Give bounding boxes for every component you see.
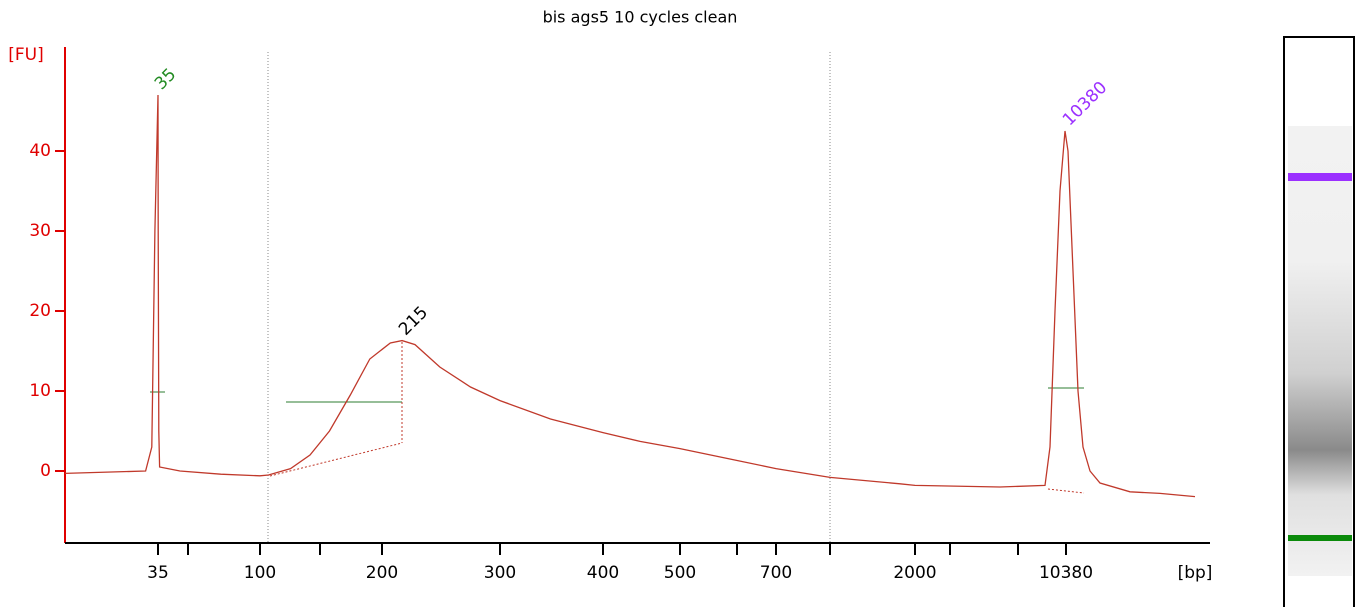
x-axis-label: [bp] xyxy=(1178,563,1213,583)
x-tick-label: 35 xyxy=(147,563,169,583)
y-tick-label: 30 xyxy=(29,221,51,241)
trace xyxy=(64,94,1196,498)
y-tick-label: 40 xyxy=(29,141,51,161)
x-tick-label: 200 xyxy=(366,563,398,583)
x-tick-label: 400 xyxy=(587,563,619,583)
upper-marker-band xyxy=(1288,173,1352,181)
peak-baseline xyxy=(1047,488,1085,494)
gel-image xyxy=(1288,126,1352,576)
x-tick-label: 300 xyxy=(484,563,516,583)
y-tick-label: 0 xyxy=(40,461,51,481)
peak-label: 10380 xyxy=(1059,78,1111,130)
peak-baseline xyxy=(269,442,403,477)
lower-marker-band xyxy=(1288,535,1352,541)
x-tick-label: 2000 xyxy=(893,563,936,583)
y-tick-label: 10 xyxy=(29,381,51,401)
y-axis-label: [FU] xyxy=(8,45,44,65)
gel-lane xyxy=(1283,36,1355,607)
x-tick-label: 700 xyxy=(760,563,792,583)
x-tick-label: 100 xyxy=(244,563,276,583)
peak-label: 35 xyxy=(151,65,180,94)
x-tick-label: 10380 xyxy=(1039,563,1093,583)
chart-title: bis ags5 10 cycles clean xyxy=(543,8,738,27)
x-tick-label: 500 xyxy=(664,563,696,583)
y-tick-label: 20 xyxy=(29,301,51,321)
peak-label: 215 xyxy=(395,303,432,340)
